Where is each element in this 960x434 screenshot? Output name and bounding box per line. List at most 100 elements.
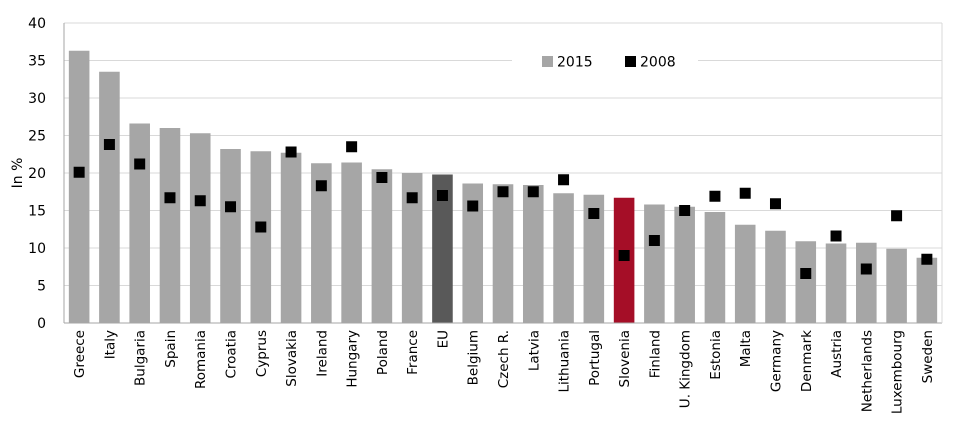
marker-greece xyxy=(73,166,85,178)
bar-greece xyxy=(68,50,90,323)
category-label-eu: EU xyxy=(435,330,451,348)
bar-austria xyxy=(825,243,847,323)
marker-lithuania xyxy=(558,174,570,186)
bar-sweden xyxy=(916,257,938,323)
category-labels: Greece Italy Bulgaria Spain Romania Croatia Cy… xyxy=(72,330,936,414)
category-label-belgium: Belgium xyxy=(466,330,482,385)
y-tick-label-25: 25 xyxy=(28,129,46,145)
category-label-sweden: Sweden xyxy=(920,330,936,383)
bar-germany xyxy=(765,230,786,323)
category-label-estonia: Estonia xyxy=(708,330,724,380)
legend-swatch-2008 xyxy=(625,56,636,67)
category-label-ireland: Ireland xyxy=(314,330,330,377)
category-label-luxembourg: Luxembourg xyxy=(890,330,906,414)
bar-lithuania xyxy=(553,193,574,323)
y-axis-title: In % xyxy=(10,158,26,189)
bar-luxembourg xyxy=(886,248,907,323)
category-label-cyprus: Cyprus xyxy=(254,330,270,377)
marker-czech-r xyxy=(497,186,509,198)
category-label-malta: Malta xyxy=(738,330,754,367)
bar-france xyxy=(401,173,423,323)
y-tick-labels: 0 5 10 15 20 25 30 35 40 xyxy=(28,16,46,332)
bar-ireland xyxy=(311,163,332,323)
marker-poland xyxy=(376,172,388,183)
bar-denmark xyxy=(795,241,817,323)
category-label-lithuania: Lithuania xyxy=(557,330,573,393)
category-label-bulgaria: Bulgaria xyxy=(133,330,149,386)
y-tick-label-30: 30 xyxy=(28,91,46,107)
y-tick-label-10: 10 xyxy=(28,241,46,257)
marker-sweden xyxy=(921,253,933,265)
bar-croatia xyxy=(220,149,241,323)
axes xyxy=(63,23,943,324)
bar-finland xyxy=(644,204,665,323)
category-label-portugal: Portugal xyxy=(587,330,603,386)
legend-swatch-2015 xyxy=(542,56,553,67)
marker-spain xyxy=(164,192,176,204)
y-tick-label-20: 20 xyxy=(28,166,46,182)
category-label-spain: Spain xyxy=(163,330,179,368)
marker-netherlands xyxy=(860,263,872,275)
bar-romania xyxy=(189,133,211,323)
marker-latvia xyxy=(527,186,539,198)
category-label-hungary: Hungary xyxy=(345,330,361,388)
bar-poland xyxy=(371,169,393,323)
category-label-greece: Greece xyxy=(72,330,88,378)
marker-portugal xyxy=(588,208,600,219)
bars-2015 xyxy=(68,50,938,323)
bar-cyprus xyxy=(250,151,272,323)
category-label-czech-r: Czech R. xyxy=(496,330,512,388)
marker-eu xyxy=(436,190,448,201)
bar-portugal xyxy=(583,194,605,323)
category-label-france: France xyxy=(405,330,421,375)
bar-malta xyxy=(734,224,756,323)
marker-slovakia xyxy=(285,146,297,158)
marker-belgium xyxy=(467,200,479,212)
category-label-germany: Germany xyxy=(768,330,784,392)
marker-cyprus xyxy=(255,221,267,233)
category-label-u-kingdom: U. Kingdom xyxy=(678,330,694,408)
marker-croatia xyxy=(225,201,237,213)
legend-label-2008: 2008 xyxy=(640,55,676,71)
markers-2008 xyxy=(73,139,933,279)
marker-romania xyxy=(194,195,206,207)
marker-bulgaria xyxy=(134,158,146,170)
bar-eu xyxy=(432,174,453,323)
bar-italy xyxy=(99,71,120,323)
category-label-romania: Romania xyxy=(193,330,209,389)
bar-slovakia xyxy=(280,152,302,323)
marker-malta xyxy=(739,187,751,199)
category-label-poland: Poland xyxy=(375,330,391,375)
marker-finland xyxy=(648,235,660,246)
marker-slovenia xyxy=(618,250,630,261)
marker-denmark xyxy=(800,268,812,279)
category-label-netherlands: Netherlands xyxy=(859,330,875,412)
category-label-austria: Austria xyxy=(829,330,845,378)
bar-netherlands xyxy=(856,242,877,323)
marker-france xyxy=(406,192,418,204)
bar-u-kingdom xyxy=(674,206,695,323)
legend-label-2015: 2015 xyxy=(557,55,593,71)
marker-germany xyxy=(769,198,781,210)
marker-austria xyxy=(830,230,842,242)
marker-ireland xyxy=(315,180,327,192)
category-label-finland: Finland xyxy=(647,330,663,378)
marker-italy xyxy=(103,139,115,150)
bar-estonia xyxy=(704,212,726,323)
bar-czech-r xyxy=(492,184,514,323)
category-label-latvia: Latvia xyxy=(526,330,542,371)
bar-belgium xyxy=(462,183,484,323)
y-tick-label-5: 5 xyxy=(37,279,46,295)
category-label-italy: Italy xyxy=(102,330,118,359)
y-tick-label-40: 40 xyxy=(28,16,46,32)
marker-estonia xyxy=(709,190,721,202)
category-label-slovenia: Slovenia xyxy=(617,330,633,387)
bar-latvia xyxy=(522,185,544,323)
marker-luxembourg xyxy=(891,210,903,222)
y-tick-label-35: 35 xyxy=(28,54,46,70)
marker-hungary xyxy=(346,141,358,153)
bar-spain xyxy=(159,128,181,323)
y-tick-label-15: 15 xyxy=(28,204,46,220)
